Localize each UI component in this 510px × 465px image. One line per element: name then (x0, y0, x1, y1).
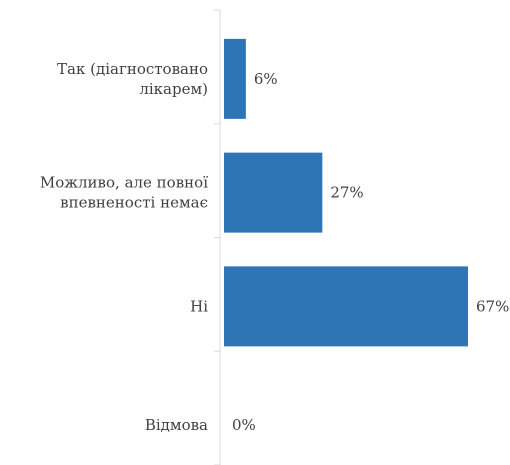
category-labels: Так (діагностовано лікарем) Можливо, але п… (40, 60, 208, 434)
data-label: 27% (330, 184, 363, 202)
data-label: 6% (254, 70, 278, 88)
category-label: Відмова (145, 416, 208, 434)
category-label: Можливо, але повної впевненості немає (40, 174, 208, 212)
data-label: 0% (232, 416, 256, 434)
value-labels: 6% 27% 67% 0% (232, 70, 509, 434)
axis-ticks (214, 9, 220, 465)
data-label: 67% (476, 297, 509, 315)
bar (224, 38, 246, 119)
bars (224, 38, 468, 347)
category-label: Ні (190, 297, 208, 315)
bar (224, 152, 323, 233)
bar (224, 266, 468, 347)
category-label: Так (діагностовано лікарем) (57, 60, 208, 98)
